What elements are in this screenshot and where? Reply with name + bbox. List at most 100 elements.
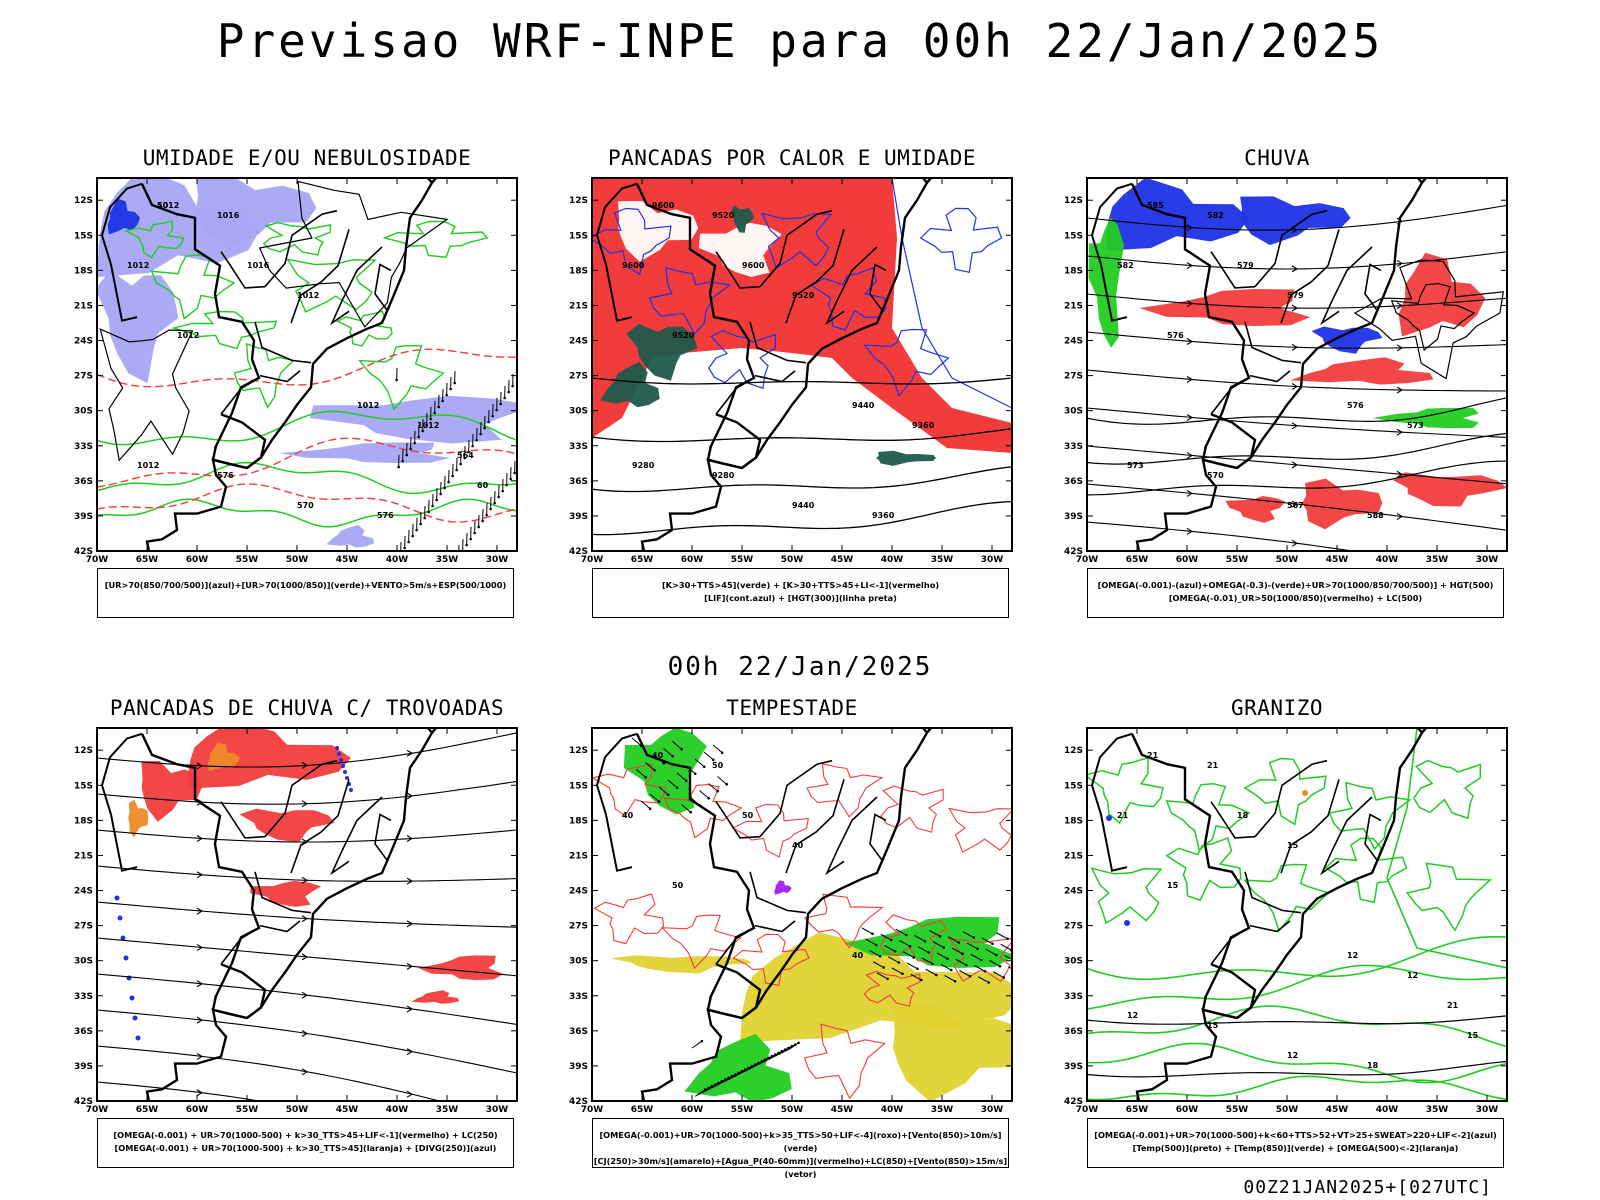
wind-vector	[948, 936, 960, 943]
precipitable-water-contour	[593, 893, 665, 945]
wind-vector-head	[479, 432, 482, 436]
state-border	[1210, 927, 1250, 965]
map-content: 1012 1016 1012 1016 1012 1012 1012 1012 1012 576 5…	[97, 178, 517, 551]
lat-tick-label: 18S	[1064, 816, 1083, 826]
streamline-arrow	[1186, 300, 1194, 308]
wind-vector	[914, 935, 926, 942]
state-border	[259, 920, 301, 933]
lifted-index-contour	[760, 212, 833, 270]
wind-vector-head	[475, 438, 478, 442]
divergence-marker	[345, 776, 349, 780]
lat-tick-label: 42S	[74, 547, 93, 557]
state-border	[220, 251, 266, 289]
wind-vector-head	[767, 1056, 770, 1060]
wind-vector-head	[487, 420, 490, 424]
lifted-index-contour	[648, 266, 732, 335]
storm-area	[239, 808, 335, 843]
temperature-850-contour	[1405, 862, 1493, 932]
streamline-arrow	[196, 798, 204, 806]
legend-line: [OMEGA(-0.001)+UR>70(1000-500)+k<60+TTS>…	[1094, 1130, 1497, 1140]
wind-vector-head	[433, 411, 436, 415]
wind-vector-head	[743, 1068, 747, 1071]
wind-vector-head	[897, 961, 901, 964]
storm-area	[250, 880, 322, 907]
wind-vector	[876, 972, 888, 980]
wind-vector	[959, 970, 971, 977]
streamline-arrow	[406, 792, 414, 800]
wind-vector	[758, 1057, 769, 1066]
streamline-arrow	[1186, 338, 1194, 345]
contour-label: 1012	[357, 401, 379, 410]
lat-tick-label: 18S	[569, 266, 588, 276]
wind-vector	[869, 950, 881, 957]
divergence-marker	[132, 1015, 138, 1021]
wind-vector	[775, 1049, 786, 1057]
wind-vector-head	[429, 417, 432, 421]
divergence-marker	[123, 955, 129, 961]
wind-vector-head	[485, 513, 488, 517]
contour-label: 9360	[872, 511, 895, 520]
wind-vector	[703, 751, 714, 761]
wind-vector	[765, 1054, 776, 1062]
wind-vector-head	[707, 1086, 710, 1090]
streamline-arrow	[406, 877, 414, 885]
low-humidity-contour	[97, 410, 517, 446]
wind-vector-head	[991, 942, 994, 946]
wind-vector-head	[421, 429, 424, 433]
wind-vector-head	[657, 800, 661, 804]
wind-vector	[785, 1044, 796, 1052]
wind-vector-head	[760, 1059, 764, 1063]
lon-tick-label: 60W	[681, 555, 704, 565]
state-border	[825, 796, 878, 876]
state-border	[290, 229, 350, 324]
lon-tick-label: 70W	[86, 555, 109, 565]
wind-vector	[891, 967, 903, 975]
lifted-index-contour	[891, 178, 1012, 409]
wind-vector-head	[901, 972, 904, 976]
wind-vector-head	[720, 751, 724, 755]
wind-vector	[721, 1075, 733, 1084]
contour-label: 50	[672, 881, 684, 890]
wind-vector	[1000, 943, 1012, 951]
contour-label: 576	[1167, 331, 1184, 340]
state-border	[1254, 759, 1328, 838]
streamline-arrow	[301, 915, 309, 923]
wind-vector-head	[455, 468, 458, 472]
wind-vector	[989, 960, 1001, 967]
wind-vector	[895, 928, 907, 936]
precipitable-water-contour	[663, 784, 743, 839]
precip-area	[1225, 496, 1286, 523]
wind-vector	[681, 804, 692, 813]
lat-tick-label: 21S	[569, 301, 588, 311]
contour-label: 1012	[297, 291, 319, 300]
wind-vector	[925, 968, 937, 976]
map-frame	[591, 177, 1013, 552]
wind-vector-head	[465, 543, 468, 547]
contour-label: 576	[217, 471, 234, 480]
wind-vector	[701, 1085, 713, 1094]
streamline	[97, 1081, 263, 1101]
wind-vector	[705, 1084, 716, 1092]
map-content	[97, 728, 517, 1101]
contour-label: 12	[1407, 971, 1418, 980]
lon-tick-label: 45W	[336, 1105, 359, 1115]
pressure-contour	[99, 328, 194, 462]
wind-850-area	[684, 1033, 792, 1101]
wind-vector	[970, 953, 982, 961]
wind-vector-head	[979, 958, 983, 962]
wind-vector-head	[437, 405, 440, 409]
streamline-arrow	[1291, 383, 1299, 390]
wind-vector	[745, 1064, 756, 1072]
wind-vector-head	[445, 393, 448, 397]
state-border	[254, 871, 312, 914]
contour-label: 21	[1447, 1001, 1459, 1010]
state-border	[825, 246, 878, 326]
contour-label: 12	[1347, 951, 1358, 960]
lat-tick-label: 33S	[569, 992, 588, 1002]
contour-label: 40	[652, 751, 664, 760]
precipitable-water-contour	[592, 762, 667, 817]
severe-storm-area	[774, 880, 792, 895]
wind-vector-head	[497, 495, 500, 499]
jet-stream-area	[892, 1004, 1012, 1101]
coastline	[145, 728, 438, 1101]
